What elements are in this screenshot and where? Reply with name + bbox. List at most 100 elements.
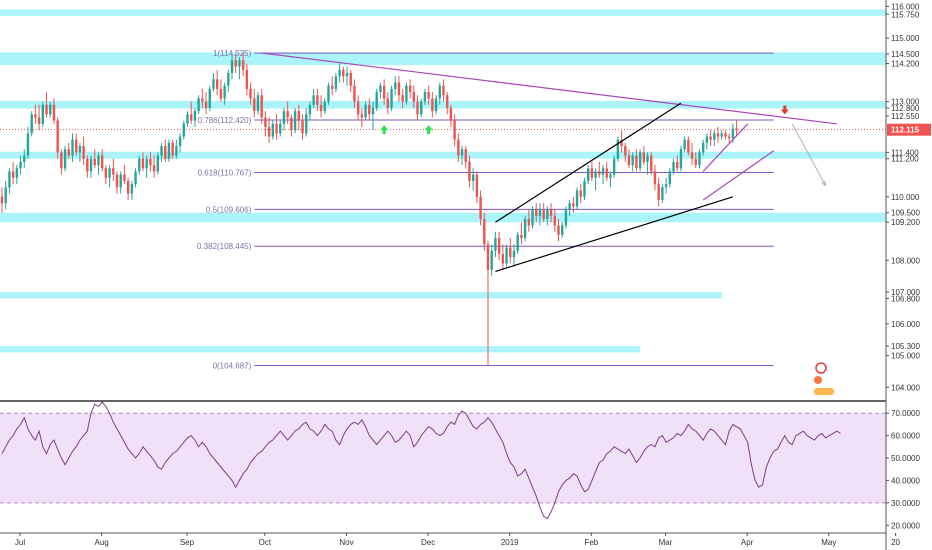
candle-body[interactable] <box>583 180 586 197</box>
candle-body[interactable] <box>301 120 304 134</box>
candle-body[interactable] <box>349 73 352 86</box>
candle-body[interactable] <box>60 152 63 169</box>
candle-body[interactable] <box>549 209 553 216</box>
candle-body[interactable] <box>620 139 623 147</box>
candle-body[interactable] <box>190 114 193 121</box>
candle-body[interactable] <box>319 104 323 112</box>
candle-body[interactable] <box>527 219 531 226</box>
candle-body[interactable] <box>538 209 542 216</box>
candle-body[interactable] <box>464 149 467 162</box>
candle-body[interactable] <box>490 250 493 270</box>
candle-body[interactable] <box>8 171 11 188</box>
candle-body[interactable] <box>497 238 501 254</box>
candle-body[interactable] <box>293 111 297 131</box>
candle-body[interactable] <box>4 187 7 204</box>
candle-body[interactable] <box>175 146 178 156</box>
candle-body[interactable] <box>93 158 96 166</box>
candle-body[interactable] <box>564 209 568 226</box>
candle-body[interactable] <box>687 139 690 153</box>
candle-body[interactable] <box>505 247 508 264</box>
candle-body[interactable] <box>104 168 108 178</box>
candle-body[interactable] <box>516 234 519 251</box>
candle-body[interactable] <box>575 190 579 207</box>
candle-body[interactable] <box>457 139 460 156</box>
candle-body[interactable] <box>483 219 486 245</box>
candle-body[interactable] <box>327 85 330 102</box>
candle-body[interactable] <box>653 171 657 185</box>
candle-body[interactable] <box>49 104 52 115</box>
candle-body[interactable] <box>542 209 545 220</box>
candle-body[interactable] <box>108 168 111 178</box>
candle-body[interactable] <box>438 85 441 99</box>
candle-body[interactable] <box>267 126 271 137</box>
candle-body[interactable] <box>26 133 30 156</box>
candle-body[interactable] <box>56 120 59 153</box>
candle-body[interactable] <box>0 196 4 204</box>
candle-body[interactable] <box>230 60 234 74</box>
candle-body[interactable] <box>171 142 174 156</box>
candle-body[interactable] <box>30 114 33 134</box>
candle-body[interactable] <box>553 215 556 226</box>
candle-body[interactable] <box>471 174 475 181</box>
candle-body[interactable] <box>227 73 230 86</box>
candle-body[interactable] <box>123 174 126 181</box>
candle-body[interactable] <box>219 88 223 99</box>
candle-body[interactable] <box>82 146 85 159</box>
candle-body[interactable] <box>256 95 260 112</box>
candle-body[interactable] <box>661 187 664 200</box>
candle-body[interactable] <box>63 149 67 169</box>
candle-body[interactable] <box>698 152 701 166</box>
candle-body[interactable] <box>431 98 434 112</box>
price-pane[interactable]: 1(114.525) 0.786(112.420) 0.618(110.767) 0.… <box>0 9 886 371</box>
candle-body[interactable] <box>375 92 378 108</box>
candle-body[interactable] <box>598 171 601 175</box>
candle-body[interactable] <box>509 247 512 258</box>
candle-body[interactable] <box>134 171 137 185</box>
candle-body[interactable] <box>683 139 686 150</box>
candle-body[interactable] <box>368 104 371 115</box>
candle-body[interactable] <box>520 234 523 239</box>
candle-body[interactable] <box>249 88 252 99</box>
candle-body[interactable] <box>535 209 538 216</box>
candle-body[interactable] <box>126 180 130 194</box>
tradingview-logo[interactable] <box>814 362 834 395</box>
candle-body[interactable] <box>253 98 256 112</box>
candle-body[interactable] <box>260 95 263 118</box>
candle-body[interactable] <box>178 136 182 147</box>
candle-body[interactable] <box>494 238 497 251</box>
candle-body[interactable] <box>115 174 119 188</box>
candle-body[interactable] <box>89 158 93 172</box>
candle-body[interactable] <box>601 168 605 175</box>
candle-body[interactable] <box>460 149 464 156</box>
candle-body[interactable] <box>453 120 456 140</box>
candle-body[interactable] <box>612 158 616 175</box>
candle-body[interactable] <box>397 82 401 96</box>
candle-body[interactable] <box>731 128 735 139</box>
candle-body[interactable] <box>523 219 527 239</box>
candle-body[interactable] <box>605 168 608 178</box>
candle-body[interactable] <box>709 136 712 140</box>
candle-body[interactable] <box>646 155 649 162</box>
candle-body[interactable] <box>420 101 423 115</box>
candle-body[interactable] <box>160 146 163 156</box>
candle-body[interactable] <box>245 69 249 89</box>
candle-body[interactable] <box>241 60 245 70</box>
projection-path-line[interactable] <box>791 123 827 186</box>
candle-body[interactable] <box>141 158 145 169</box>
candle-body[interactable] <box>15 168 19 178</box>
candle-body[interactable] <box>282 111 286 124</box>
candle-body[interactable] <box>394 82 397 89</box>
candle-body[interactable] <box>379 85 382 93</box>
support-resistance-zone[interactable] <box>0 346 641 353</box>
candle-body[interactable] <box>568 203 571 210</box>
time-axis[interactable]: Jul Aug Sep Oct Nov Dec 2019 Feb Mar Apr May 20 <box>0 532 901 547</box>
candle-body[interactable] <box>501 253 505 264</box>
candle-body[interactable] <box>353 85 356 102</box>
candle-body[interactable] <box>635 155 638 169</box>
candle-body[interactable] <box>579 190 582 197</box>
support-resistance-zone[interactable] <box>0 212 886 223</box>
candle-body[interactable] <box>119 174 122 188</box>
rising-channel-upper-line[interactable] <box>495 102 682 223</box>
